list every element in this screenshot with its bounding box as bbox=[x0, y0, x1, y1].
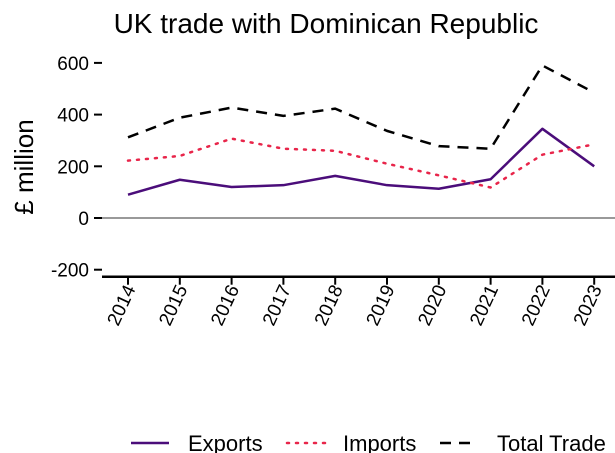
x-tick-label: 2020 bbox=[414, 282, 451, 329]
y-tick-label: 200 bbox=[57, 157, 89, 178]
y-tick-label: 400 bbox=[57, 106, 89, 127]
series-line-total-trade bbox=[127, 64, 595, 150]
y-axis: -200 0 200 400 600 bbox=[51, 54, 102, 282]
y-tick-label: 600 bbox=[57, 54, 89, 75]
x-tick-label: 2015 bbox=[155, 282, 192, 329]
x-tick-label: 2018 bbox=[311, 282, 348, 329]
x-tick-label: 2023 bbox=[570, 282, 607, 329]
x-tick-label: 2016 bbox=[207, 282, 244, 329]
series-line-exports bbox=[127, 127, 595, 196]
y-tick-label: 0 bbox=[78, 209, 89, 230]
x-tick-label: 2014 bbox=[104, 282, 141, 330]
y-axis-title: £ million bbox=[9, 119, 39, 214]
x-tick-label: 2021 bbox=[466, 282, 503, 329]
legend-label-imports: Imports bbox=[343, 431, 416, 453]
legend-label-total-trade: Total Trade bbox=[497, 431, 606, 453]
y-tick-label: -200 bbox=[51, 261, 89, 282]
x-axis: 2014 2015 2016 2017 2018 2019 2020 2021 2022 2023 bbox=[104, 276, 607, 330]
x-tick-label: 2019 bbox=[363, 282, 400, 329]
series-layer bbox=[126, 64, 596, 196]
legend: Exports Imports Total Trade bbox=[131, 431, 606, 453]
x-tick-label: 2017 bbox=[259, 282, 296, 329]
x-tick-label: 2022 bbox=[518, 282, 555, 329]
chart-title: UK trade with Dominican Republic bbox=[114, 8, 539, 39]
legend-label-exports: Exports bbox=[188, 431, 263, 453]
